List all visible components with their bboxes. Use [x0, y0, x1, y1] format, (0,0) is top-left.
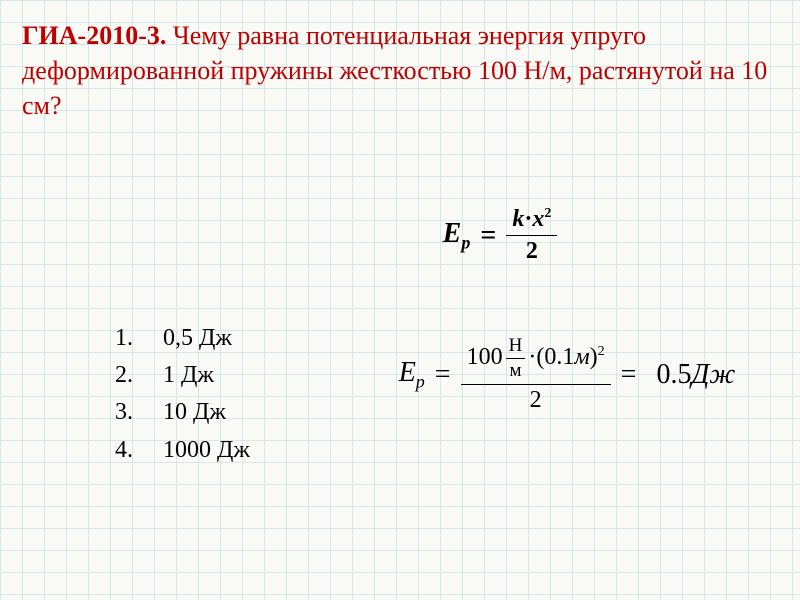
- option-1-num: 1.: [115, 320, 163, 357]
- option-4: 4. 1000 Дж: [115, 432, 250, 469]
- unit-newton: Н: [506, 335, 526, 359]
- option-3: 3. 10 Дж: [115, 394, 250, 431]
- formula-numeric-var: E: [399, 357, 416, 388]
- formula-general-sub: p: [461, 232, 470, 252]
- formula-numeric: Ep = 100Нм·(0.1м)2 2 = 0.5Дж: [362, 335, 772, 414]
- formula-numeric-numtop: 100Нм·(0.1м)2: [461, 335, 611, 385]
- option-2-num: 2.: [115, 357, 163, 394]
- answer-options: 1. 0,5 Дж 2. 1 Дж 3. 10 Дж 4. 1000 Дж: [115, 320, 250, 469]
- unit-meter: м: [506, 359, 524, 382]
- question-text: ГИА-2010-3. Чему равна потенциальная эне…: [22, 18, 778, 123]
- formula-general-eq: =: [480, 220, 496, 252]
- option-4-label: 1000 Дж: [163, 432, 250, 469]
- formula-general-x: x: [532, 206, 544, 232]
- formula-general-exp: 2: [544, 206, 551, 221]
- formula-numeric-coef: 100: [467, 344, 503, 370]
- result-value: 0.5: [656, 359, 691, 390]
- formula-general-k: k: [512, 206, 524, 232]
- formula-numeric-exp: 2: [598, 344, 605, 359]
- formula-numeric-result: 0.5Дж: [656, 359, 735, 391]
- option-3-num: 3.: [115, 394, 163, 431]
- formula-numeric-eq2: =: [621, 359, 637, 391]
- option-3-label: 10 Дж: [163, 394, 226, 431]
- formula-numeric-denom: 2: [524, 385, 548, 414]
- formula-general-lhs: Ep: [443, 218, 471, 254]
- option-1-label: 0,5 Дж: [163, 320, 232, 357]
- formula-numeric-lhs: Ep: [399, 357, 425, 393]
- paren-close-icon: ): [590, 344, 598, 370]
- result-unit: Дж: [691, 359, 735, 390]
- formula-general: Ep = k·x2 2: [415, 206, 585, 265]
- option-4-num: 4.: [115, 432, 163, 469]
- formula-numeric-sub: p: [416, 371, 425, 391]
- unit-meter-2: м: [574, 344, 589, 370]
- formula-numeric-unitfrac: Нм: [506, 335, 526, 382]
- formula-numeric-eq: =: [435, 359, 451, 391]
- option-1: 1. 0,5 Дж: [115, 320, 250, 357]
- formula-general-frac: k·x2 2: [506, 206, 557, 265]
- option-2-label: 1 Дж: [163, 357, 214, 394]
- formula-general-num: k·x2: [506, 206, 557, 236]
- formula-numeric-frac: 100Нм·(0.1м)2 2: [461, 335, 611, 414]
- question-prefix: ГИА-2010-3.: [22, 21, 166, 50]
- formula-numeric-xval: 0.1: [544, 344, 574, 370]
- option-2: 2. 1 Дж: [115, 357, 250, 394]
- formula-general-var: E: [443, 218, 462, 249]
- formula-general-denom: 2: [520, 236, 544, 265]
